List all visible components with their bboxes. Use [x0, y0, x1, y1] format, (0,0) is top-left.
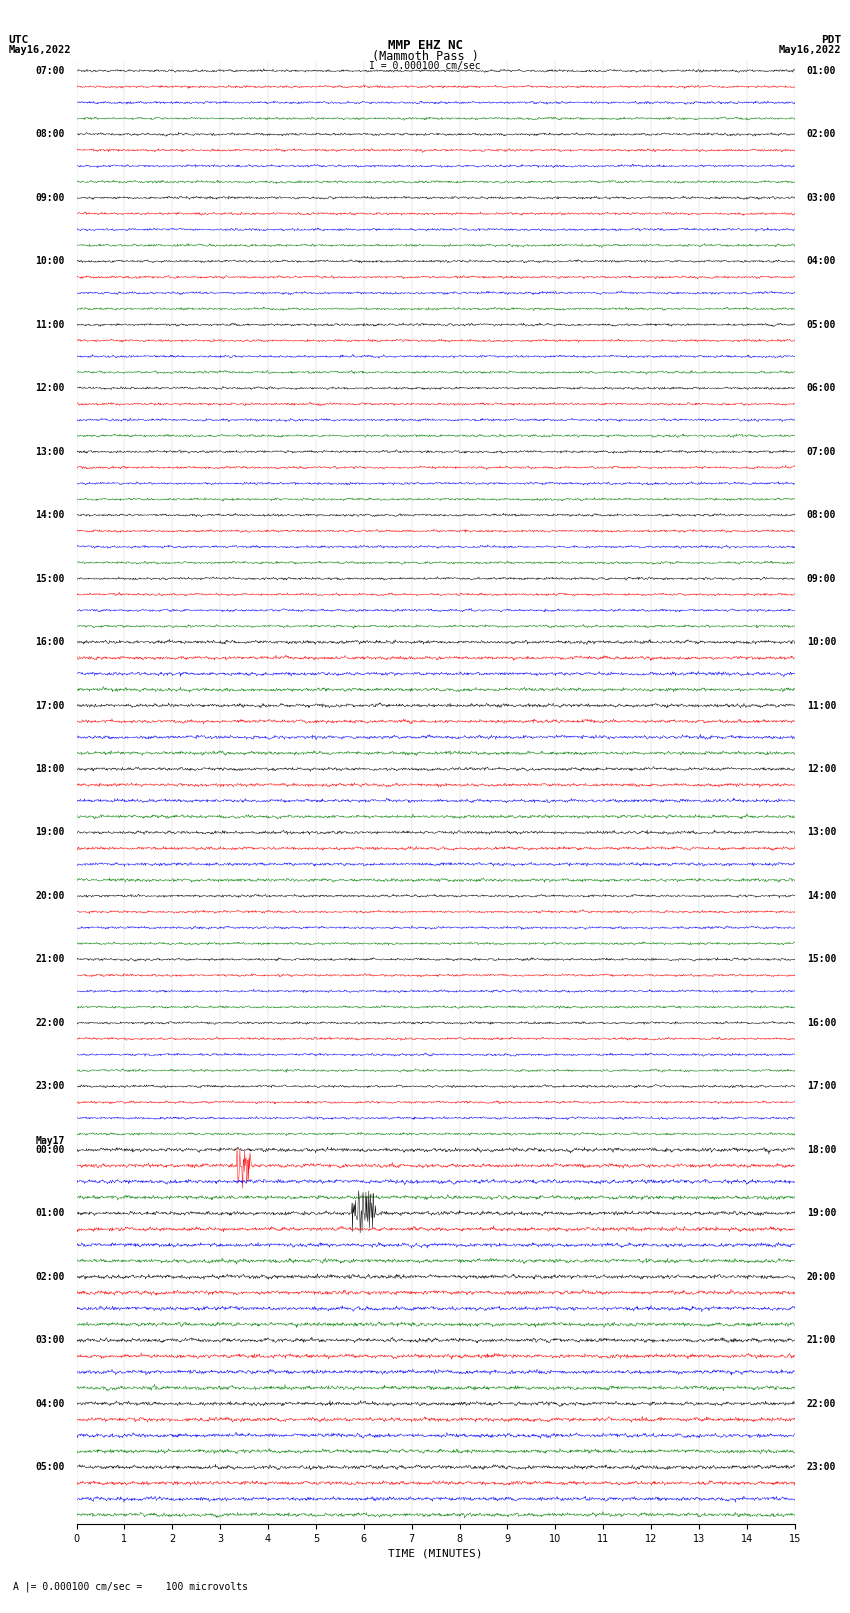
Text: 10:00: 10:00	[807, 637, 836, 647]
Text: 04:00: 04:00	[807, 256, 836, 266]
Text: 19:00: 19:00	[35, 827, 65, 837]
Text: 17:00: 17:00	[35, 700, 65, 710]
Text: 20:00: 20:00	[35, 890, 65, 902]
Text: 11:00: 11:00	[35, 319, 65, 329]
Text: 15:00: 15:00	[807, 955, 836, 965]
Text: 15:00: 15:00	[35, 574, 65, 584]
Text: PDT: PDT	[821, 35, 842, 45]
Text: 14:00: 14:00	[35, 510, 65, 519]
Text: 13:00: 13:00	[35, 447, 65, 456]
Text: 08:00: 08:00	[35, 129, 65, 139]
Text: 22:00: 22:00	[807, 1398, 836, 1408]
Text: MMP EHZ NC: MMP EHZ NC	[388, 39, 462, 52]
Text: A |= 0.000100 cm/sec =    100 microvolts: A |= 0.000100 cm/sec = 100 microvolts	[13, 1581, 247, 1592]
Text: 18:00: 18:00	[807, 1145, 836, 1155]
Text: 09:00: 09:00	[35, 194, 65, 203]
Text: 01:00: 01:00	[807, 66, 836, 76]
Text: May16,2022: May16,2022	[779, 45, 842, 55]
Text: 00:00: 00:00	[35, 1145, 65, 1155]
Text: 17:00: 17:00	[807, 1081, 836, 1092]
Text: I = 0.000100 cm/sec: I = 0.000100 cm/sec	[369, 61, 481, 71]
Text: May16,2022: May16,2022	[8, 45, 71, 55]
Text: 12:00: 12:00	[807, 765, 836, 774]
Text: 23:00: 23:00	[807, 1461, 836, 1473]
Text: 04:00: 04:00	[35, 1398, 65, 1408]
Text: 08:00: 08:00	[807, 510, 836, 519]
Text: 14:00: 14:00	[807, 890, 836, 902]
Text: 03:00: 03:00	[35, 1336, 65, 1345]
Text: 11:00: 11:00	[807, 700, 836, 710]
Text: 09:00: 09:00	[807, 574, 836, 584]
Text: (Mammoth Pass ): (Mammoth Pass )	[371, 50, 479, 63]
Text: UTC: UTC	[8, 35, 29, 45]
Text: 13:00: 13:00	[807, 827, 836, 837]
Text: 05:00: 05:00	[807, 319, 836, 329]
Text: 23:00: 23:00	[35, 1081, 65, 1092]
Text: 03:00: 03:00	[807, 194, 836, 203]
Text: 07:00: 07:00	[807, 447, 836, 456]
Text: 06:00: 06:00	[807, 384, 836, 394]
Text: 07:00: 07:00	[35, 66, 65, 76]
X-axis label: TIME (MINUTES): TIME (MINUTES)	[388, 1548, 483, 1558]
Text: 20:00: 20:00	[807, 1271, 836, 1282]
Text: 21:00: 21:00	[35, 955, 65, 965]
Text: 02:00: 02:00	[35, 1271, 65, 1282]
Text: 16:00: 16:00	[807, 1018, 836, 1027]
Text: 21:00: 21:00	[807, 1336, 836, 1345]
Text: 05:00: 05:00	[35, 1461, 65, 1473]
Text: 10:00: 10:00	[35, 256, 65, 266]
Text: 22:00: 22:00	[35, 1018, 65, 1027]
Text: 18:00: 18:00	[35, 765, 65, 774]
Text: 12:00: 12:00	[35, 384, 65, 394]
Text: 02:00: 02:00	[807, 129, 836, 139]
Text: 19:00: 19:00	[807, 1208, 836, 1218]
Text: 01:00: 01:00	[35, 1208, 65, 1218]
Text: May17: May17	[35, 1136, 65, 1147]
Text: 16:00: 16:00	[35, 637, 65, 647]
